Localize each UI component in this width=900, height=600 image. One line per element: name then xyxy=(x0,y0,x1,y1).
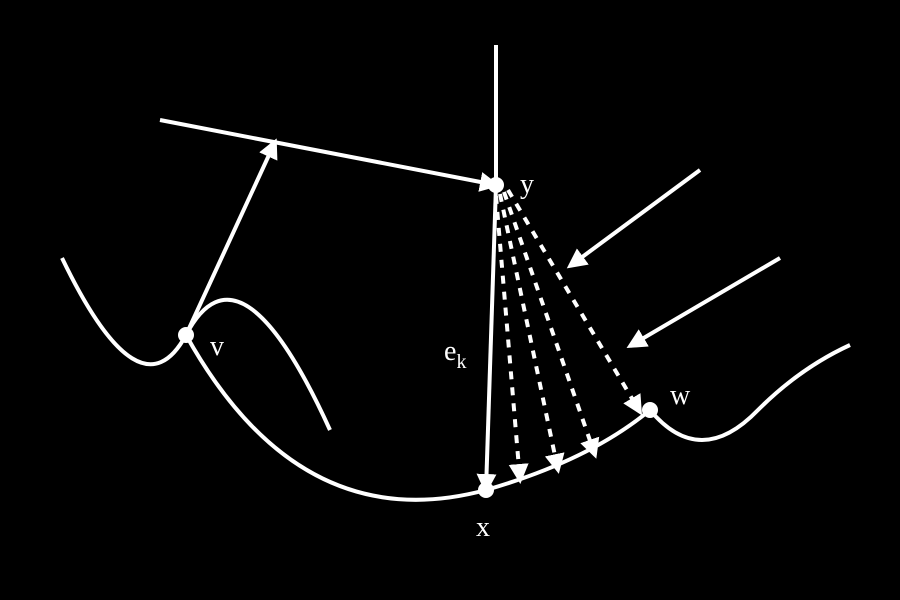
edge-d4 xyxy=(508,190,640,412)
node-y xyxy=(488,177,504,193)
node-label-v: v xyxy=(210,331,224,362)
node-label-w: w xyxy=(670,380,691,411)
node-x xyxy=(478,482,494,498)
edge-p1 xyxy=(570,170,700,266)
edge-d1 xyxy=(496,196,520,480)
edge-basin xyxy=(186,335,650,500)
edge-v-up xyxy=(186,142,275,335)
edge-label-e_k: ek xyxy=(444,336,466,373)
edge-e_k xyxy=(486,185,496,490)
edge-p2 xyxy=(630,258,780,346)
edge-d3 xyxy=(504,192,595,455)
node-label-x: x xyxy=(476,512,490,543)
node-label-y: y xyxy=(520,169,534,200)
edge-d2 xyxy=(500,194,558,470)
node-w xyxy=(642,402,658,418)
edge-top-slant xyxy=(160,120,496,185)
edge-cup-left xyxy=(62,258,330,430)
node-v xyxy=(178,327,194,343)
